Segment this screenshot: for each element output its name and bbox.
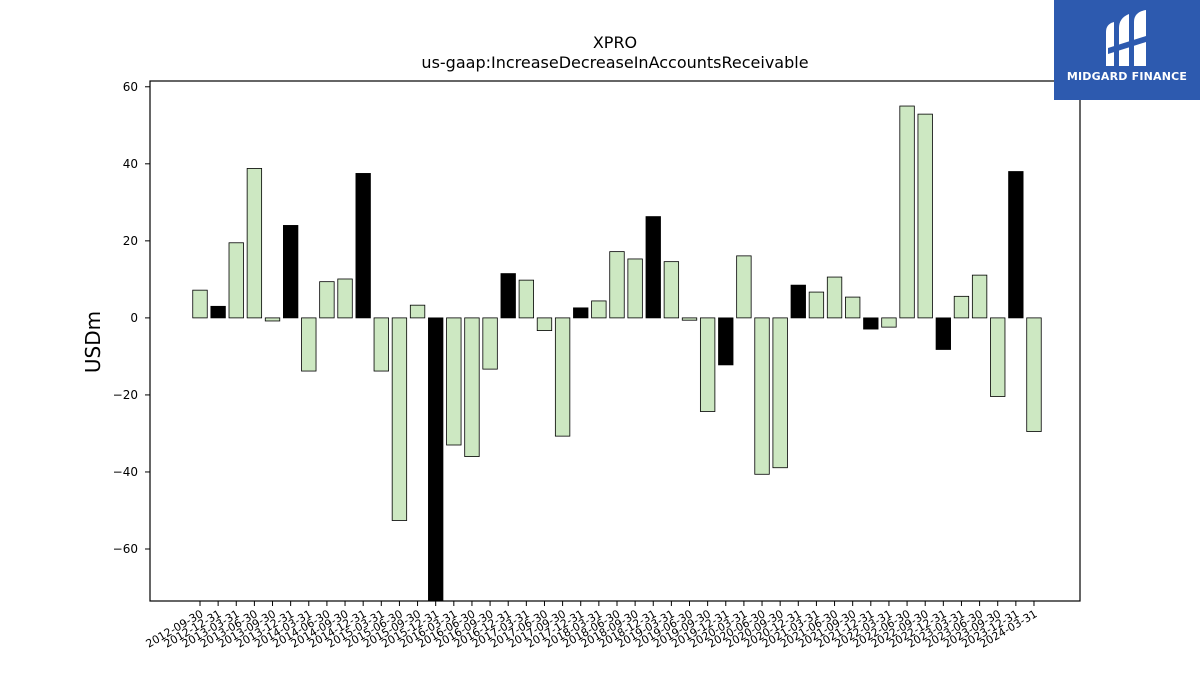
y-tick-label: 20 [123, 234, 138, 248]
bar-2022-12-31 [935, 317, 951, 350]
chart-subtitle: us-gaap:IncreaseDecreaseInAccountsReceiv… [421, 53, 808, 72]
bar-2018-03-31 [591, 300, 607, 319]
bar-2021-09-30 [845, 296, 861, 319]
bar-2023-09-30 [990, 317, 1006, 397]
bar-2016-09-30 [482, 317, 498, 370]
bar-2013-12-31 [282, 225, 299, 319]
chart-title: XPRO [593, 33, 637, 52]
y-tick-label: −20 [113, 388, 138, 402]
bar-2016-03-31 [446, 317, 462, 446]
bar-2020-03-31 [736, 255, 752, 319]
y-tick-label: −60 [113, 542, 138, 556]
bar-2019-12-31 [718, 317, 734, 366]
bar-2023-03-31 [953, 295, 970, 319]
y-axis-ticks: −60 −40 −20 0 20 40 60 [113, 80, 150, 556]
x-axis-ticks: 2012-09-302012-12-312013-03-312013-06-30… [144, 601, 1039, 651]
bar-2020-09-30 [772, 317, 788, 469]
bar-2015-09-30 [409, 304, 426, 319]
bar-2017-03-31 [518, 279, 534, 319]
bar-2019-09-30 [699, 317, 716, 412]
bar-2019-03-31 [663, 261, 680, 319]
bar-2022-09-30 [917, 113, 933, 319]
y-axis-label: USDm [81, 311, 105, 373]
bar-2013-06-30 [246, 168, 263, 319]
bar-2023-06-30 [971, 274, 988, 319]
bar-2014-06-30 [319, 281, 335, 319]
bar-2016-12-31 [500, 273, 516, 319]
brand-logo: MIDGARD FINANCE [1054, 0, 1200, 100]
brand-name: MIDGARD FINANCE [1066, 70, 1188, 83]
bar-2022-06-30 [899, 105, 915, 319]
bar-2017-09-30 [554, 317, 571, 437]
bar-2015-03-31 [373, 317, 389, 372]
bar-2022-03-31 [881, 317, 897, 328]
bar-2023-12-31 [1008, 171, 1024, 319]
bar-2013-09-30 [264, 317, 281, 322]
bar-2013-03-31 [228, 242, 244, 319]
plot-frame [149, 80, 1081, 602]
bar-2017-12-31 [573, 307, 589, 319]
bar-2021-06-30 [826, 276, 843, 319]
bar-2024-03-31 [1026, 317, 1042, 432]
bar-2017-06-30 [536, 317, 553, 332]
y-tick-label: −40 [113, 465, 138, 479]
bar-2021-03-31 [808, 291, 825, 319]
bar-2018-12-31 [645, 216, 661, 319]
bar-2018-06-30 [609, 251, 625, 319]
bar-2014-12-31 [355, 173, 371, 319]
bar-2012-09-30 [192, 289, 208, 319]
bar-2016-06-30 [464, 317, 480, 457]
bar-2021-12-31 [863, 317, 879, 330]
bar-2020-06-30 [754, 317, 770, 475]
bar-2014-03-31 [301, 317, 317, 372]
bars-layer [192, 105, 1042, 602]
y-tick-label: 60 [123, 80, 138, 94]
bar-2020-12-31 [790, 284, 806, 319]
bar-2018-09-30 [627, 258, 643, 319]
bar-2019-06-30 [681, 317, 698, 321]
y-tick-label: 0 [130, 311, 138, 325]
bar-2015-06-30 [391, 317, 408, 521]
bar-2015-12-31 [428, 317, 444, 602]
midgard-logo-icon [1106, 10, 1146, 66]
bar-2012-12-31 [210, 305, 226, 319]
bar-2014-09-30 [337, 278, 353, 319]
y-tick-label: 40 [123, 157, 138, 171]
